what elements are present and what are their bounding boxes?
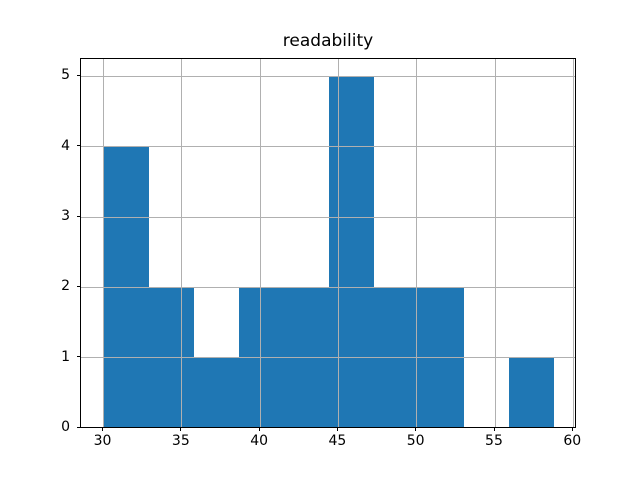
x-tick-mark [102,427,103,431]
y-tick-mark [76,286,80,287]
x-tick-label: 60 [563,433,582,450]
x-tick-mark [415,427,417,431]
gridline-horizontal [81,146,576,147]
histogram-bar [509,357,555,427]
y-tick-label: 2 [61,278,70,295]
y-tick-label: 1 [61,348,70,365]
y-tick-label: 0 [61,419,70,436]
gridline-vertical [572,58,574,427]
x-tick-mark [493,427,495,431]
x-tick-label: 55 [485,433,503,450]
gridline-vertical [337,58,339,427]
y-tick-mark [76,74,80,76]
gridline-vertical [416,58,418,427]
x-tick-mark [180,427,182,431]
histogram-bar [419,287,465,427]
gridline-horizontal [81,357,576,359]
x-tick-mark [336,427,338,431]
histogram-bar [103,146,149,427]
histogram-bar [193,357,239,427]
histogram-bar [283,287,329,427]
x-tick-label: 35 [171,433,190,450]
y-tick-mark [76,426,80,428]
gridline-vertical [259,58,261,427]
gridline-vertical [103,58,104,427]
gridline-horizontal [81,286,576,288]
y-tick-mark [76,145,80,146]
x-tick-label: 45 [328,433,347,450]
y-tick-label: 3 [61,208,70,224]
gridline-horizontal [81,75,576,77]
plot-area [80,57,577,428]
gridline-vertical [494,58,496,427]
x-tick-label: 30 [93,433,112,450]
y-tick-label: 4 [61,137,70,154]
x-tick-mark [258,427,260,431]
x-tick-label: 50 [406,433,425,450]
histogram-bar [374,287,420,427]
gridline-vertical [181,58,183,427]
x-tick-mark [571,427,573,431]
y-tick-mark [76,215,80,217]
histogram-bar [148,287,194,427]
histogram-bar [329,76,375,427]
histogram-bar [238,287,284,427]
x-tick-label: 40 [250,433,269,450]
y-tick-label: 5 [61,67,70,84]
chart-title: readability [282,31,374,51]
gridline-horizontal [81,216,576,218]
y-tick-mark [76,356,80,358]
